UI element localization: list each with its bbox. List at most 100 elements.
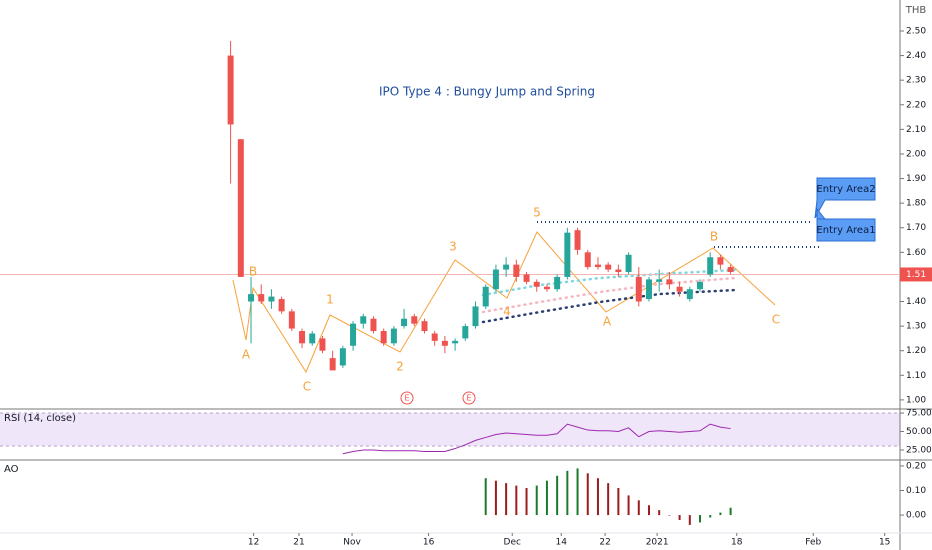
ao-bar — [627, 495, 630, 516]
rsi-line — [342, 423, 731, 455]
candle-body — [697, 281, 703, 290]
y-tick-label: 1.00 — [906, 395, 926, 405]
x-tick-label: Dec — [504, 538, 521, 548]
candle-body — [564, 232, 571, 277]
rsi-band — [0, 413, 900, 446]
ma-dots — [481, 268, 737, 297]
y-tick-label: 2.10 — [906, 125, 926, 135]
x-tick-label: 15 — [879, 538, 890, 548]
ao-bar — [596, 478, 599, 516]
x-tick-label: Nov — [343, 538, 361, 548]
ao-bar — [709, 515, 712, 518]
y-tick-label: 1.10 — [906, 371, 926, 381]
ao-bar — [535, 485, 538, 516]
candle-body — [574, 230, 581, 250]
entry-callout — [816, 207, 876, 242]
ao-bar — [505, 483, 508, 516]
y-tick-label: 2.30 — [906, 76, 926, 86]
candle-body — [717, 257, 724, 265]
candle-body — [299, 331, 306, 344]
ao-bar — [515, 485, 518, 516]
x-tick-label: 18 — [731, 538, 743, 548]
ao-bar — [484, 478, 487, 516]
candle-body — [309, 333, 316, 344]
ao-bar — [719, 512, 722, 516]
candle-body — [421, 321, 428, 332]
ao-bar — [678, 515, 681, 520]
candle-body — [288, 311, 295, 329]
ao-bar — [699, 515, 701, 523]
x-tick-label: 14 — [555, 538, 567, 548]
candle-body — [350, 323, 357, 346]
y-tick-label: 1.80 — [906, 199, 926, 209]
ao-bar — [688, 515, 691, 525]
y-tick-label: 1.60 — [906, 248, 926, 258]
currency: THB — [905, 5, 927, 16]
candle-body — [441, 340, 448, 346]
candle-body — [482, 286, 489, 307]
ao-bar — [525, 488, 528, 516]
event-marker — [400, 391, 414, 405]
y-tick-label: 1.20 — [906, 346, 926, 356]
candle-body — [339, 348, 346, 366]
ao-bar — [566, 470, 569, 516]
ao-bar — [729, 507, 732, 516]
candle-body — [533, 281, 540, 287]
y-tick-label: 75.00 — [906, 409, 932, 419]
y-tick-label: 1.90 — [906, 174, 926, 184]
wave-label: B — [710, 230, 718, 244]
candle-body — [462, 326, 469, 339]
chart-title: IPO Type 4 : Bungy Jump and Spring — [379, 85, 595, 99]
candle-body — [666, 279, 673, 285]
candle-body — [452, 340, 459, 344]
candle-body — [707, 257, 714, 275]
y-tick-label: 0.10 — [906, 486, 926, 496]
candle-body — [645, 279, 652, 300]
candle-body — [237, 139, 244, 277]
candle-body — [584, 252, 591, 268]
candle-body — [380, 331, 387, 344]
candle-body — [635, 276, 642, 302]
wave-label: C — [772, 313, 780, 327]
candle-body — [513, 264, 520, 277]
wave-label: 2 — [396, 360, 404, 374]
y-tick-label: 2.40 — [906, 51, 926, 61]
ao-bar — [658, 510, 661, 516]
candle-body — [431, 333, 438, 341]
ao-bar — [545, 480, 548, 516]
y-tick-label: 1.40 — [906, 297, 926, 307]
x-tick-label: 16 — [423, 538, 435, 548]
wave-label: C — [303, 380, 311, 394]
pane-title: AO — [4, 464, 19, 475]
ao-bar — [576, 468, 579, 516]
candle-body — [554, 276, 561, 290]
wave-label: A — [603, 315, 612, 329]
candle-body — [360, 316, 367, 324]
candle-body — [258, 294, 265, 302]
event-marker — [462, 391, 476, 405]
y-tick-label: 1.30 — [906, 322, 926, 332]
candle-body — [656, 279, 663, 282]
entry-label: Entry Area1 — [816, 225, 875, 236]
ma-dots — [481, 288, 737, 324]
wave-label: 4 — [503, 305, 511, 319]
x-tick-label: Feb — [805, 538, 821, 548]
ao-bar — [668, 515, 671, 516]
candle-body — [472, 306, 479, 327]
candle-body — [543, 286, 550, 290]
y-tick-label: 2.20 — [906, 100, 926, 110]
entry-callout — [814, 177, 876, 219]
candle-body — [625, 254, 632, 272]
y-tick-label: 2.00 — [906, 149, 926, 159]
ao-bar — [494, 480, 497, 516]
candle-body — [605, 264, 612, 270]
wave-label: B — [249, 265, 257, 279]
candle-body — [686, 289, 693, 300]
candle-body — [370, 318, 377, 332]
candle-body — [523, 274, 530, 282]
ao-bar — [556, 475, 559, 516]
y-tick-label: 1.70 — [906, 223, 926, 233]
event-label: E — [404, 394, 409, 403]
ao-bar — [617, 488, 620, 516]
candle-body — [227, 55, 234, 125]
